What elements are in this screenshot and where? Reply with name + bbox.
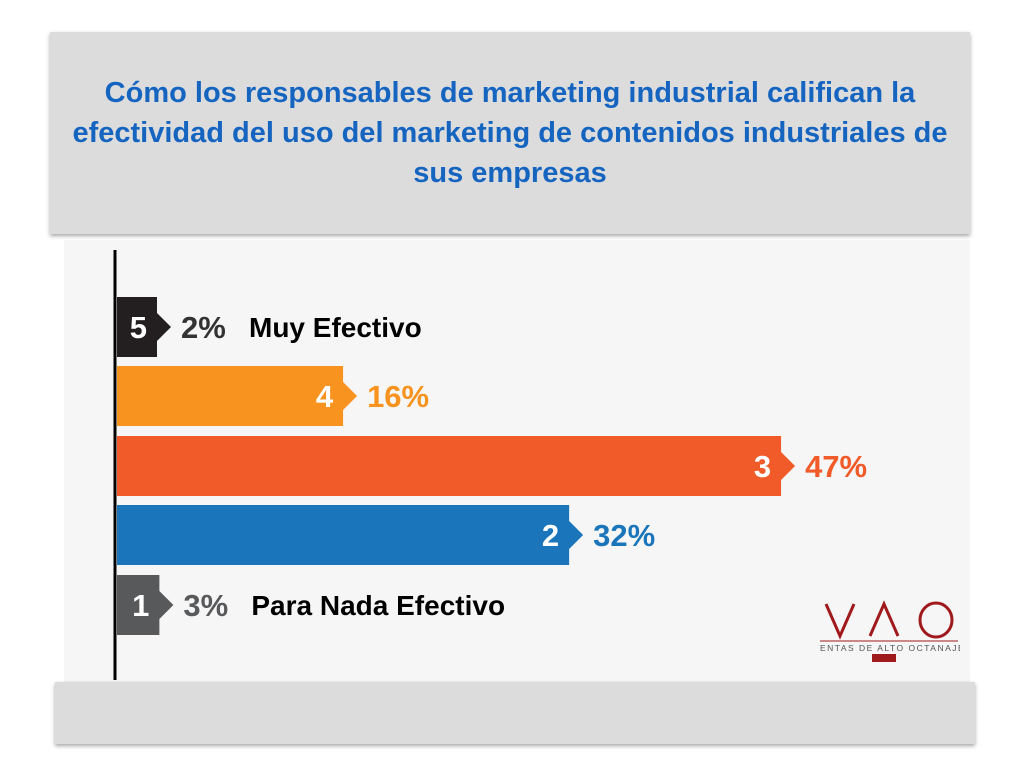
bar-2 [117,505,584,565]
bar-category-label: 4 [316,379,334,414]
bottom-bar [55,682,975,744]
bar-row-5: 5 2% Muy Efectivo [117,297,422,357]
bar-category-label: 5 [130,310,147,345]
bar-value-label: 16% [367,379,429,414]
bar-1 [117,575,174,635]
bar-category-label: 2 [542,518,559,553]
bar-category-label: 1 [132,588,149,623]
bar-value-label: 32% [593,518,655,553]
bar-row-2: 2 32% [117,505,655,565]
bar-value-label: 47% [805,449,867,484]
vao-logo-mark: VENTAS DE ALTO OCTANAJE [813,600,964,662]
bar-4 [117,366,358,426]
bar-value-label: 2% [181,310,226,345]
bar-description-label: Muy Efectivo [249,312,422,343]
vao-tagline: VENTAS DE ALTO OCTANAJE [818,643,960,653]
bar-row-1: 1 3% Para Nada Efectivo [117,575,505,635]
chart-title: Cómo los responsables de marketing indus… [72,77,948,189]
title-banner: Cómo los responsables de marketing indus… [50,32,970,234]
bar-value-label: 3% [183,588,228,623]
bar-category-label: 3 [754,449,771,484]
bar-5 [117,297,171,357]
bar-row-4: 4 16% [117,366,429,426]
bar-3 [117,436,796,496]
bar-description-label: Para Nada Efectivo [251,590,505,621]
bar-row-3: 3 47% [117,436,867,496]
vao-logo: VENTAS DE ALTO OCTANAJE [813,596,964,662]
